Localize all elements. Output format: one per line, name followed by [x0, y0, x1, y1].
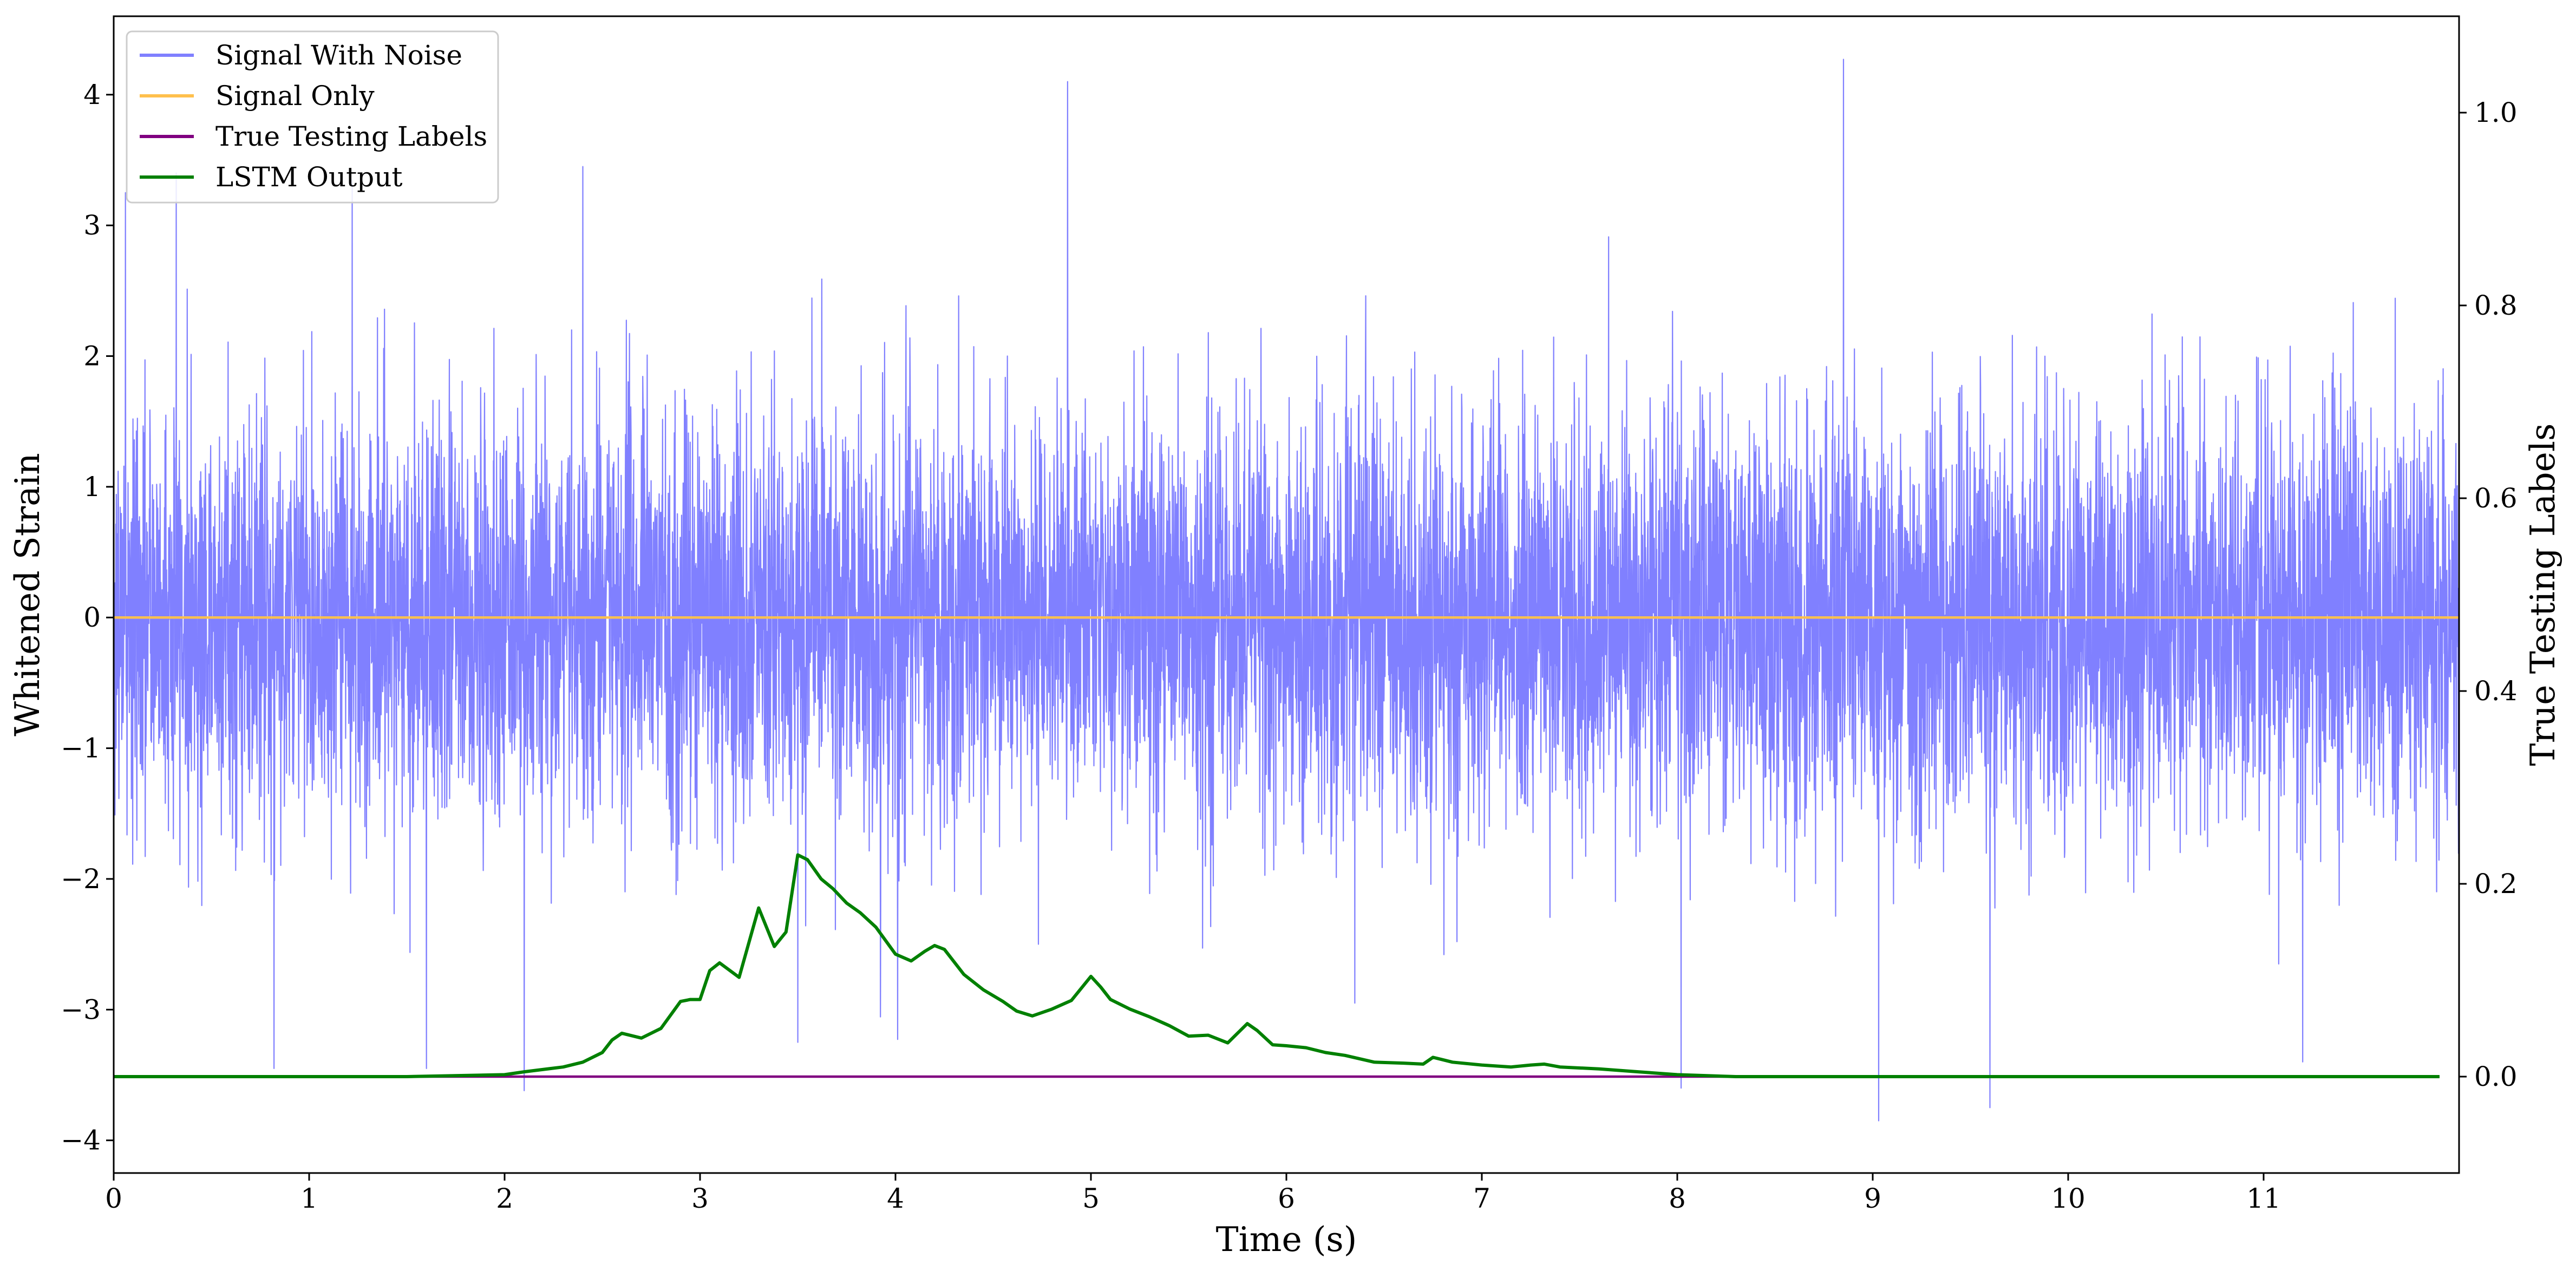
- y-right-tick-label-0: 0.0: [2474, 1061, 2518, 1092]
- x-tick-label-1: 1: [300, 1183, 318, 1214]
- x-tick-label-11: 11: [2246, 1183, 2281, 1214]
- x-tick-label-0: 0: [105, 1183, 122, 1214]
- legend-label-true-testing-labels: True Testing Labels: [215, 121, 487, 152]
- y-axis-label-right: True Testing Labels: [2523, 424, 2562, 766]
- y-left-tick-label-3: −1: [61, 733, 101, 764]
- y-left-tick-label-0: −4: [61, 1125, 101, 1156]
- y-left-tick-label-7: 3: [83, 210, 101, 241]
- legend-label-signal-with-noise: Signal With Noise: [215, 40, 462, 71]
- x-tick-label-8: 8: [1669, 1183, 1686, 1214]
- y-left-tick-label-2: −2: [61, 863, 101, 895]
- y-left-tick-label-1: −3: [61, 994, 101, 1025]
- x-tick-label-3: 3: [691, 1183, 709, 1214]
- axes-layer: 0 1 2 3 4 5 6 7 8 9 10 11 −4 −3 −2 −1 0 1 2 3 4 0.0 0.2 0.4 0.6 0…: [61, 79, 2517, 1214]
- y-right-tick-label-1: 0.2: [2474, 868, 2518, 900]
- x-tick-label-2: 2: [496, 1183, 513, 1214]
- legend: Signal With Noise Signal Only True Testing…: [126, 30, 499, 204]
- x-tick-label-6: 6: [1278, 1183, 1295, 1214]
- y-left-tick-label-8: 4: [83, 79, 101, 110]
- legend-label-signal-only: Signal Only: [215, 80, 375, 112]
- series-lstm-output: [114, 853, 2440, 1078]
- plot-area: [114, 58, 2459, 1122]
- legend-box: [126, 30, 499, 204]
- y-right-tick-label-3: 0.6: [2474, 483, 2518, 514]
- y-left-tick-label-5: 1: [83, 471, 101, 503]
- y-left-tick-label-4: 0: [83, 602, 101, 633]
- x-tick-label-5: 5: [1082, 1183, 1100, 1214]
- y-right-tick-label-5: 1.0: [2474, 97, 2518, 128]
- y-left-tick-label-6: 2: [83, 341, 101, 372]
- x-tick-label-4: 4: [887, 1183, 904, 1214]
- y-right-tick-label-2: 0.4: [2474, 675, 2518, 707]
- series-signal-with-noise: [114, 58, 2459, 1122]
- y-right-tick-label-4: 0.8: [2474, 290, 2518, 321]
- x-tick-label-10: 10: [2051, 1183, 2085, 1214]
- y-axis-label-left: Whitened Strain: [8, 453, 47, 736]
- x-axis-label: Time (s): [1216, 1220, 1357, 1259]
- x-tick-label-9: 9: [1864, 1183, 1881, 1214]
- legend-label-lstm-output: LSTM Output: [215, 161, 402, 193]
- x-tick-label-7: 7: [1473, 1183, 1490, 1214]
- series-layer: [114, 58, 2459, 1122]
